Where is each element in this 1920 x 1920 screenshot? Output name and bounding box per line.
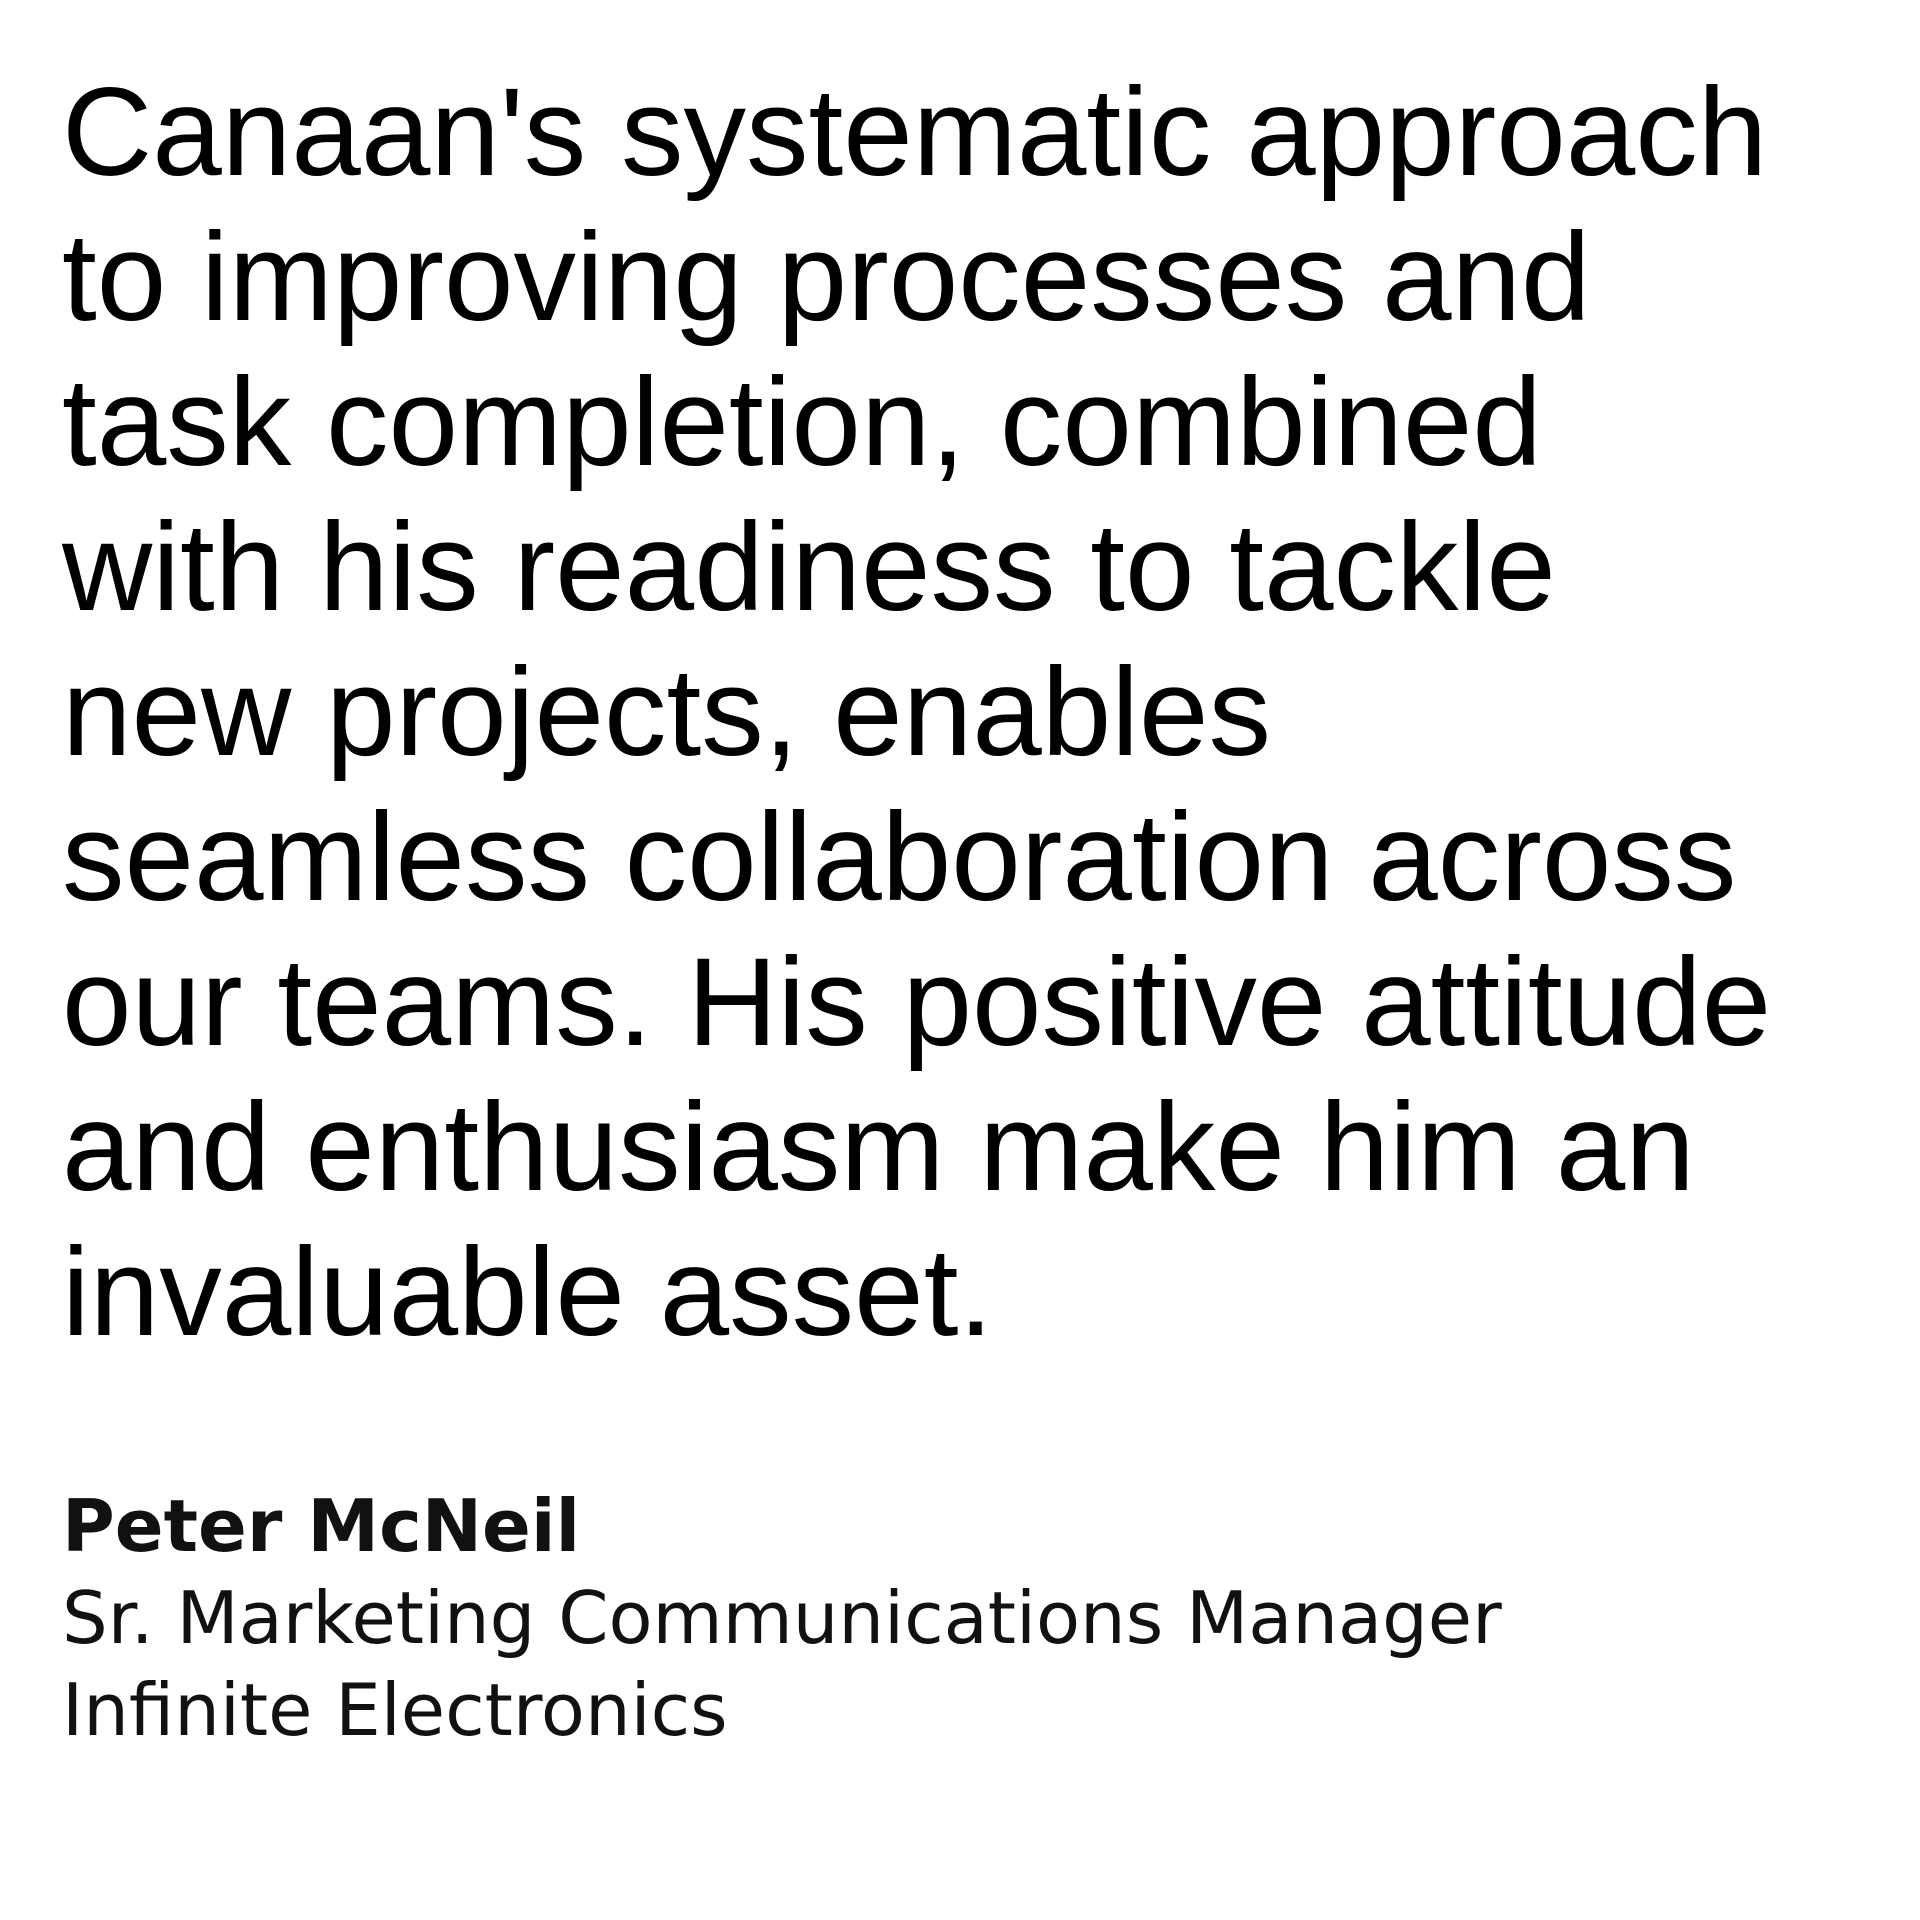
quote-line: task completion, combined	[62, 353, 1542, 492]
quote-line: Canaan's systematic approach	[62, 63, 1768, 202]
quote-line: our teams. His positive attitude	[62, 933, 1772, 1072]
testimonial-quote: Canaan's systematic approach to improvin…	[62, 60, 1862, 1365]
attribution: Peter McNeil Sr. Marketing Communication…	[62, 1480, 1882, 1756]
quote-line: to improving processes and	[62, 208, 1591, 347]
quote-line: and enthusiasm make him an	[62, 1078, 1695, 1217]
quote-text: Canaan's systematic approach to improvin…	[62, 60, 1862, 1365]
quote-line: invaluable asset.	[62, 1223, 994, 1362]
quote-line: new projects, enables	[62, 643, 1272, 782]
author-company: Infinite Electronics	[62, 1668, 728, 1752]
author-name: Peter McNeil	[62, 1484, 581, 1568]
author-title: Sr. Marketing Communications Manager	[62, 1576, 1502, 1660]
quote-line: seamless collaboration across	[62, 788, 1737, 927]
quote-line: with his readiness to tackle	[62, 498, 1556, 637]
